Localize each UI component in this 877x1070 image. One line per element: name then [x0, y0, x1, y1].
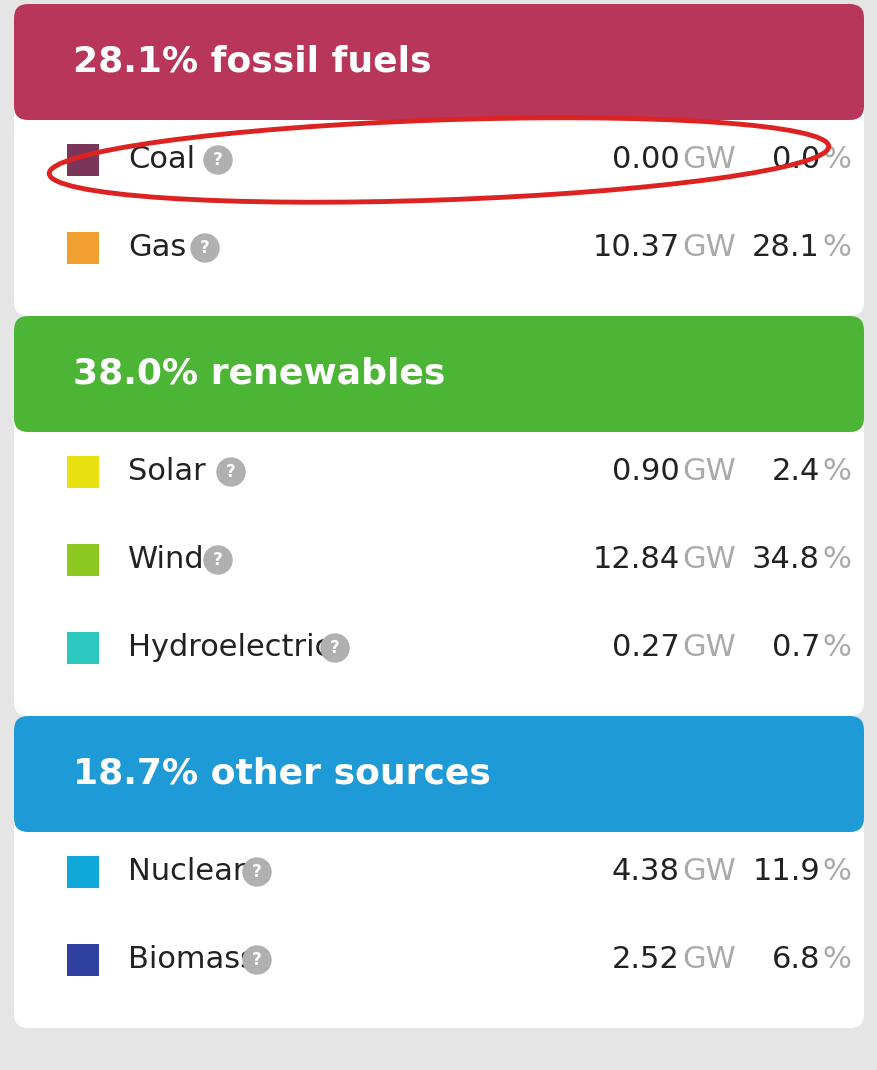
Text: ?: ? [252, 863, 261, 881]
Text: GW: GW [681, 233, 735, 262]
Text: 12.84: 12.84 [592, 546, 679, 575]
Text: 38.0% renewables: 38.0% renewables [73, 357, 445, 391]
FancyBboxPatch shape [14, 316, 863, 432]
Text: 0.27: 0.27 [611, 633, 679, 662]
Text: Coal: Coal [128, 146, 195, 174]
Text: 28.1: 28.1 [752, 233, 819, 262]
Bar [28, 92, 849, 106]
Text: Gas: Gas [128, 233, 186, 262]
Text: %: % [821, 233, 850, 262]
Bar [67, 456, 99, 488]
FancyBboxPatch shape [14, 716, 863, 1028]
Circle shape [243, 858, 271, 886]
Text: 28.1% fossil fuels: 28.1% fossil fuels [73, 45, 431, 79]
Text: 6.8: 6.8 [771, 946, 819, 975]
Text: 34.8: 34.8 [751, 546, 819, 575]
Text: Hydroelectric: Hydroelectric [128, 633, 331, 662]
Circle shape [191, 234, 218, 262]
FancyBboxPatch shape [14, 316, 863, 716]
Bar [67, 232, 99, 264]
Text: ?: ? [213, 151, 223, 169]
Text: ?: ? [226, 463, 236, 482]
Text: GW: GW [681, 946, 735, 975]
Bar [67, 632, 99, 664]
Text: Wind: Wind [128, 546, 204, 575]
Text: Biomass: Biomass [128, 946, 256, 975]
Circle shape [243, 946, 271, 974]
Text: 10.37: 10.37 [592, 233, 679, 262]
Text: GW: GW [681, 857, 735, 887]
Text: GW: GW [681, 633, 735, 662]
Text: 0.0: 0.0 [771, 146, 819, 174]
Text: Solar: Solar [128, 458, 205, 487]
Text: %: % [821, 633, 850, 662]
Text: %: % [821, 146, 850, 174]
Text: %: % [821, 946, 850, 975]
Bar [28, 404, 849, 418]
Text: %: % [821, 546, 850, 575]
Text: 2.4: 2.4 [771, 458, 819, 487]
Text: 4.38: 4.38 [611, 857, 679, 887]
Text: 0.90: 0.90 [611, 458, 679, 487]
Text: %: % [821, 857, 850, 887]
Circle shape [203, 546, 232, 574]
Text: 18.7% other sources: 18.7% other sources [73, 756, 490, 791]
FancyBboxPatch shape [14, 4, 863, 316]
Bar [67, 856, 99, 888]
Circle shape [321, 635, 348, 662]
Text: ?: ? [200, 239, 210, 257]
Circle shape [217, 458, 245, 486]
Text: %: % [821, 458, 850, 487]
Bar [28, 804, 849, 817]
Text: 11.9: 11.9 [752, 857, 819, 887]
Bar [67, 944, 99, 976]
Text: ?: ? [330, 639, 339, 657]
Text: 0.7: 0.7 [771, 633, 819, 662]
Text: GW: GW [681, 546, 735, 575]
Bar [67, 544, 99, 576]
Text: 2.52: 2.52 [611, 946, 679, 975]
FancyBboxPatch shape [14, 716, 863, 832]
Text: ?: ? [252, 951, 261, 969]
Bar [67, 144, 99, 175]
FancyBboxPatch shape [14, 4, 863, 120]
Text: GW: GW [681, 458, 735, 487]
Text: 0.00: 0.00 [611, 146, 679, 174]
Circle shape [203, 146, 232, 174]
Text: GW: GW [681, 146, 735, 174]
Text: ?: ? [213, 551, 223, 569]
Text: Nuclear: Nuclear [128, 857, 246, 887]
